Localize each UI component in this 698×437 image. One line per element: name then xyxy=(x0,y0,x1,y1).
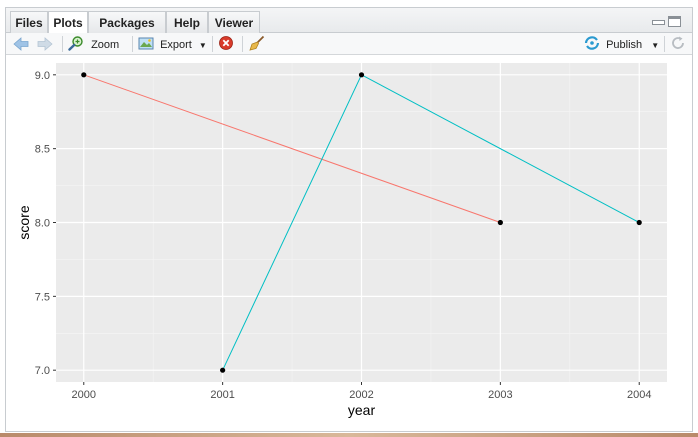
refresh-icon[interactable] xyxy=(670,35,686,53)
back-arrow-icon[interactable] xyxy=(12,35,30,53)
zoom-button[interactable]: Zoom xyxy=(68,35,124,53)
series-line-0 xyxy=(83,74,501,223)
plots-toolbar: Zoom Export ▼ Publish ▼ xyxy=(6,33,692,55)
data-point xyxy=(497,219,503,226)
tab-viewer[interactable]: Viewer xyxy=(208,11,260,33)
y-tick-label: 8.0 xyxy=(35,218,50,230)
tab-files[interactable]: Files xyxy=(10,11,48,33)
export-button[interactable]: Export ▼ xyxy=(138,35,210,53)
forward-arrow-icon[interactable] xyxy=(36,35,54,53)
x-tick-label: 2003 xyxy=(488,389,512,401)
data-point xyxy=(81,72,87,78)
x-tick-label: 2004 xyxy=(627,389,651,401)
export-label: Export xyxy=(160,39,192,51)
broom-icon[interactable] xyxy=(249,35,265,53)
data-point xyxy=(358,72,365,78)
y-tick-label: 7.5 xyxy=(35,291,50,303)
tab-help[interactable]: Help xyxy=(166,11,208,33)
zoom-icon xyxy=(68,36,83,51)
y-tick-label: 7.0 xyxy=(35,365,50,377)
publish-icon xyxy=(584,36,600,50)
tab-packages[interactable]: Packages xyxy=(88,11,166,33)
pane-tab-bar: Files Plots Packages Help Viewer xyxy=(6,8,692,34)
publish-button[interactable]: Publish ▼ xyxy=(584,35,660,53)
export-dropdown-icon: ▼ xyxy=(198,41,207,50)
publish-dropdown-icon: ▼ xyxy=(651,41,660,50)
data-point xyxy=(220,367,226,373)
y-tick-label: 9.0 xyxy=(35,70,50,82)
y-axis-title: score xyxy=(16,205,32,239)
maximize-pane-icon[interactable] xyxy=(668,16,681,27)
y-tick-label: 8.5 xyxy=(35,144,50,156)
x-tick-label: 2002 xyxy=(349,389,373,401)
x-axis-title: year xyxy=(348,402,376,418)
data-point xyxy=(636,219,642,226)
export-icon xyxy=(138,37,154,50)
x-tick-label: 2001 xyxy=(210,389,234,401)
zoom-label: Zoom xyxy=(91,39,120,51)
tab-plots[interactable]: Plots xyxy=(48,11,88,34)
window-bottom-edge xyxy=(0,433,698,437)
x-tick-label: 2000 xyxy=(72,389,96,401)
publish-label: Publish xyxy=(606,39,643,51)
remove-plot-icon[interactable] xyxy=(218,35,234,53)
minimize-pane-icon[interactable] xyxy=(652,20,665,25)
